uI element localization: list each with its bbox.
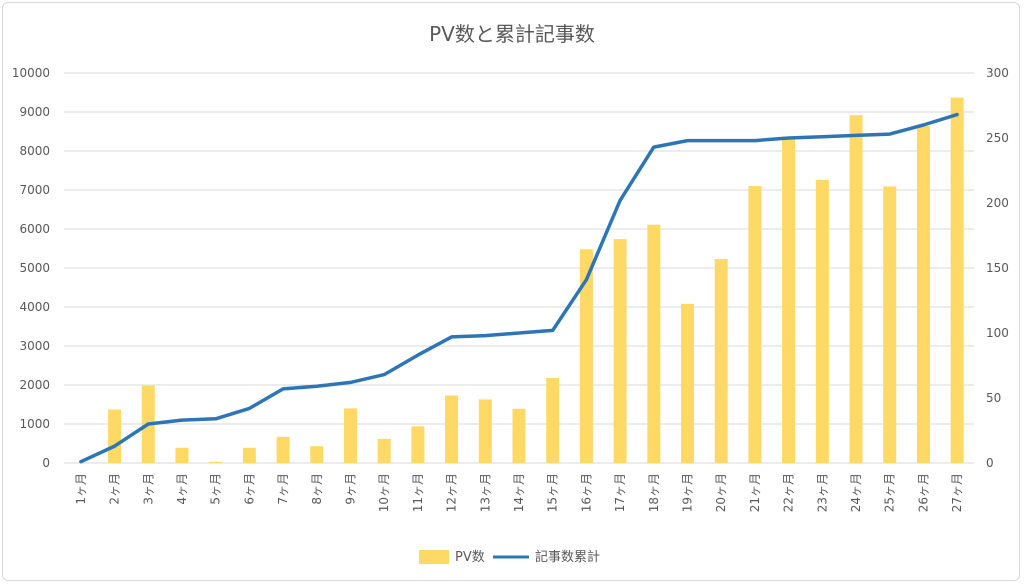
right-tick-label: 200: [986, 196, 1009, 210]
right-tick-label: 300: [986, 66, 1009, 80]
gridlines: [64, 73, 974, 463]
right-tick-label: 100: [986, 326, 1009, 340]
category-label: 9ヶ月: [343, 473, 357, 505]
category-label: 14ヶ月: [512, 473, 526, 512]
left-tick-label: 7000: [19, 183, 50, 197]
category-label: 26ヶ月: [916, 473, 930, 512]
category-label: 17ヶ月: [613, 473, 627, 512]
category-label: 6ヶ月: [242, 473, 256, 505]
category-label: 10ヶ月: [377, 473, 391, 512]
bar: [344, 408, 357, 463]
left-tick-label: 5000: [19, 261, 50, 275]
category-label: 25ヶ月: [883, 473, 897, 512]
category-label: 27ヶ月: [950, 473, 964, 512]
bar: [681, 304, 694, 463]
category-label: 19ヶ月: [681, 473, 695, 512]
bar: [378, 439, 391, 463]
category-label: 20ヶ月: [714, 473, 728, 512]
category-label: 11ヶ月: [411, 473, 425, 512]
right-tick-label: 50: [986, 391, 1001, 405]
category-label: 8ヶ月: [310, 473, 324, 505]
right-tick-label: 250: [986, 131, 1009, 145]
bar: [243, 448, 256, 463]
category-label: 2ヶ月: [108, 473, 122, 505]
category-label: 1ヶ月: [74, 473, 88, 505]
left-axis-ticks: 0 1000 2000 3000 4000 5000 6000 7000 8000 9000 100…: [12, 66, 50, 470]
bar: [715, 259, 728, 463]
bar: [209, 462, 222, 463]
bar: [310, 446, 323, 463]
bar: [614, 239, 627, 463]
category-label: 16ヶ月: [579, 473, 593, 512]
bar: [513, 409, 526, 463]
bar: [108, 410, 121, 463]
left-tick-label: 4000: [19, 300, 50, 314]
category-label: 13ヶ月: [478, 473, 492, 512]
bar: [951, 98, 964, 463]
category-label: 18ヶ月: [647, 473, 661, 512]
category-label: 24ヶ月: [849, 473, 863, 512]
left-tick-label: 3000: [19, 339, 50, 353]
category-label: 22ヶ月: [782, 473, 796, 512]
bar: [748, 186, 761, 463]
category-label: 23ヶ月: [815, 473, 829, 512]
category-label: 15ヶ月: [546, 473, 560, 512]
category-label: 4ヶ月: [175, 473, 189, 505]
right-tick-label: 150: [986, 261, 1009, 275]
category-label: 7ヶ月: [276, 473, 290, 505]
category-label: 21ヶ月: [748, 473, 762, 512]
bar: [850, 115, 863, 463]
bar: [647, 225, 660, 463]
bar: [782, 138, 795, 463]
bar: [546, 378, 559, 463]
bar: [445, 396, 458, 463]
left-tick-label: 10000: [12, 66, 50, 80]
right-axis-ticks: 0 50 100 150 200 250 300: [986, 66, 1009, 470]
legend-label-pv: PV数: [455, 550, 485, 565]
bar: [917, 126, 930, 463]
left-tick-label: 6000: [19, 222, 50, 236]
right-tick-label: 0: [986, 456, 994, 470]
bar: [411, 426, 424, 463]
bar: [175, 448, 188, 463]
category-label: 5ヶ月: [209, 473, 223, 505]
left-tick-label: 9000: [19, 105, 50, 119]
left-tick-label: 2000: [19, 378, 50, 392]
category-label: 12ヶ月: [445, 473, 459, 512]
category-label: 3ヶ月: [141, 473, 155, 505]
bar: [479, 399, 492, 463]
chart-title: PV数と累計記事数: [429, 22, 595, 46]
left-tick-label: 0: [42, 456, 50, 470]
legend-swatch-pv: [419, 550, 449, 564]
legend: PV数 記事数累計: [419, 549, 600, 565]
bar-series-pv: [108, 98, 964, 463]
category-axis-labels: 1ヶ月 2ヶ月 3ヶ月 4ヶ月 5ヶ月 6ヶ月 7ヶ月 8ヶ月 9ヶ月 10ヶ月 11ヶ月 12ヶ月 1…: [74, 473, 964, 512]
bar: [883, 186, 896, 463]
left-tick-label: 1000: [19, 417, 50, 431]
bar: [277, 437, 290, 463]
legend-label-articles: 記事数累計: [535, 549, 600, 565]
bar: [816, 180, 829, 463]
left-tick-label: 8000: [19, 144, 50, 158]
